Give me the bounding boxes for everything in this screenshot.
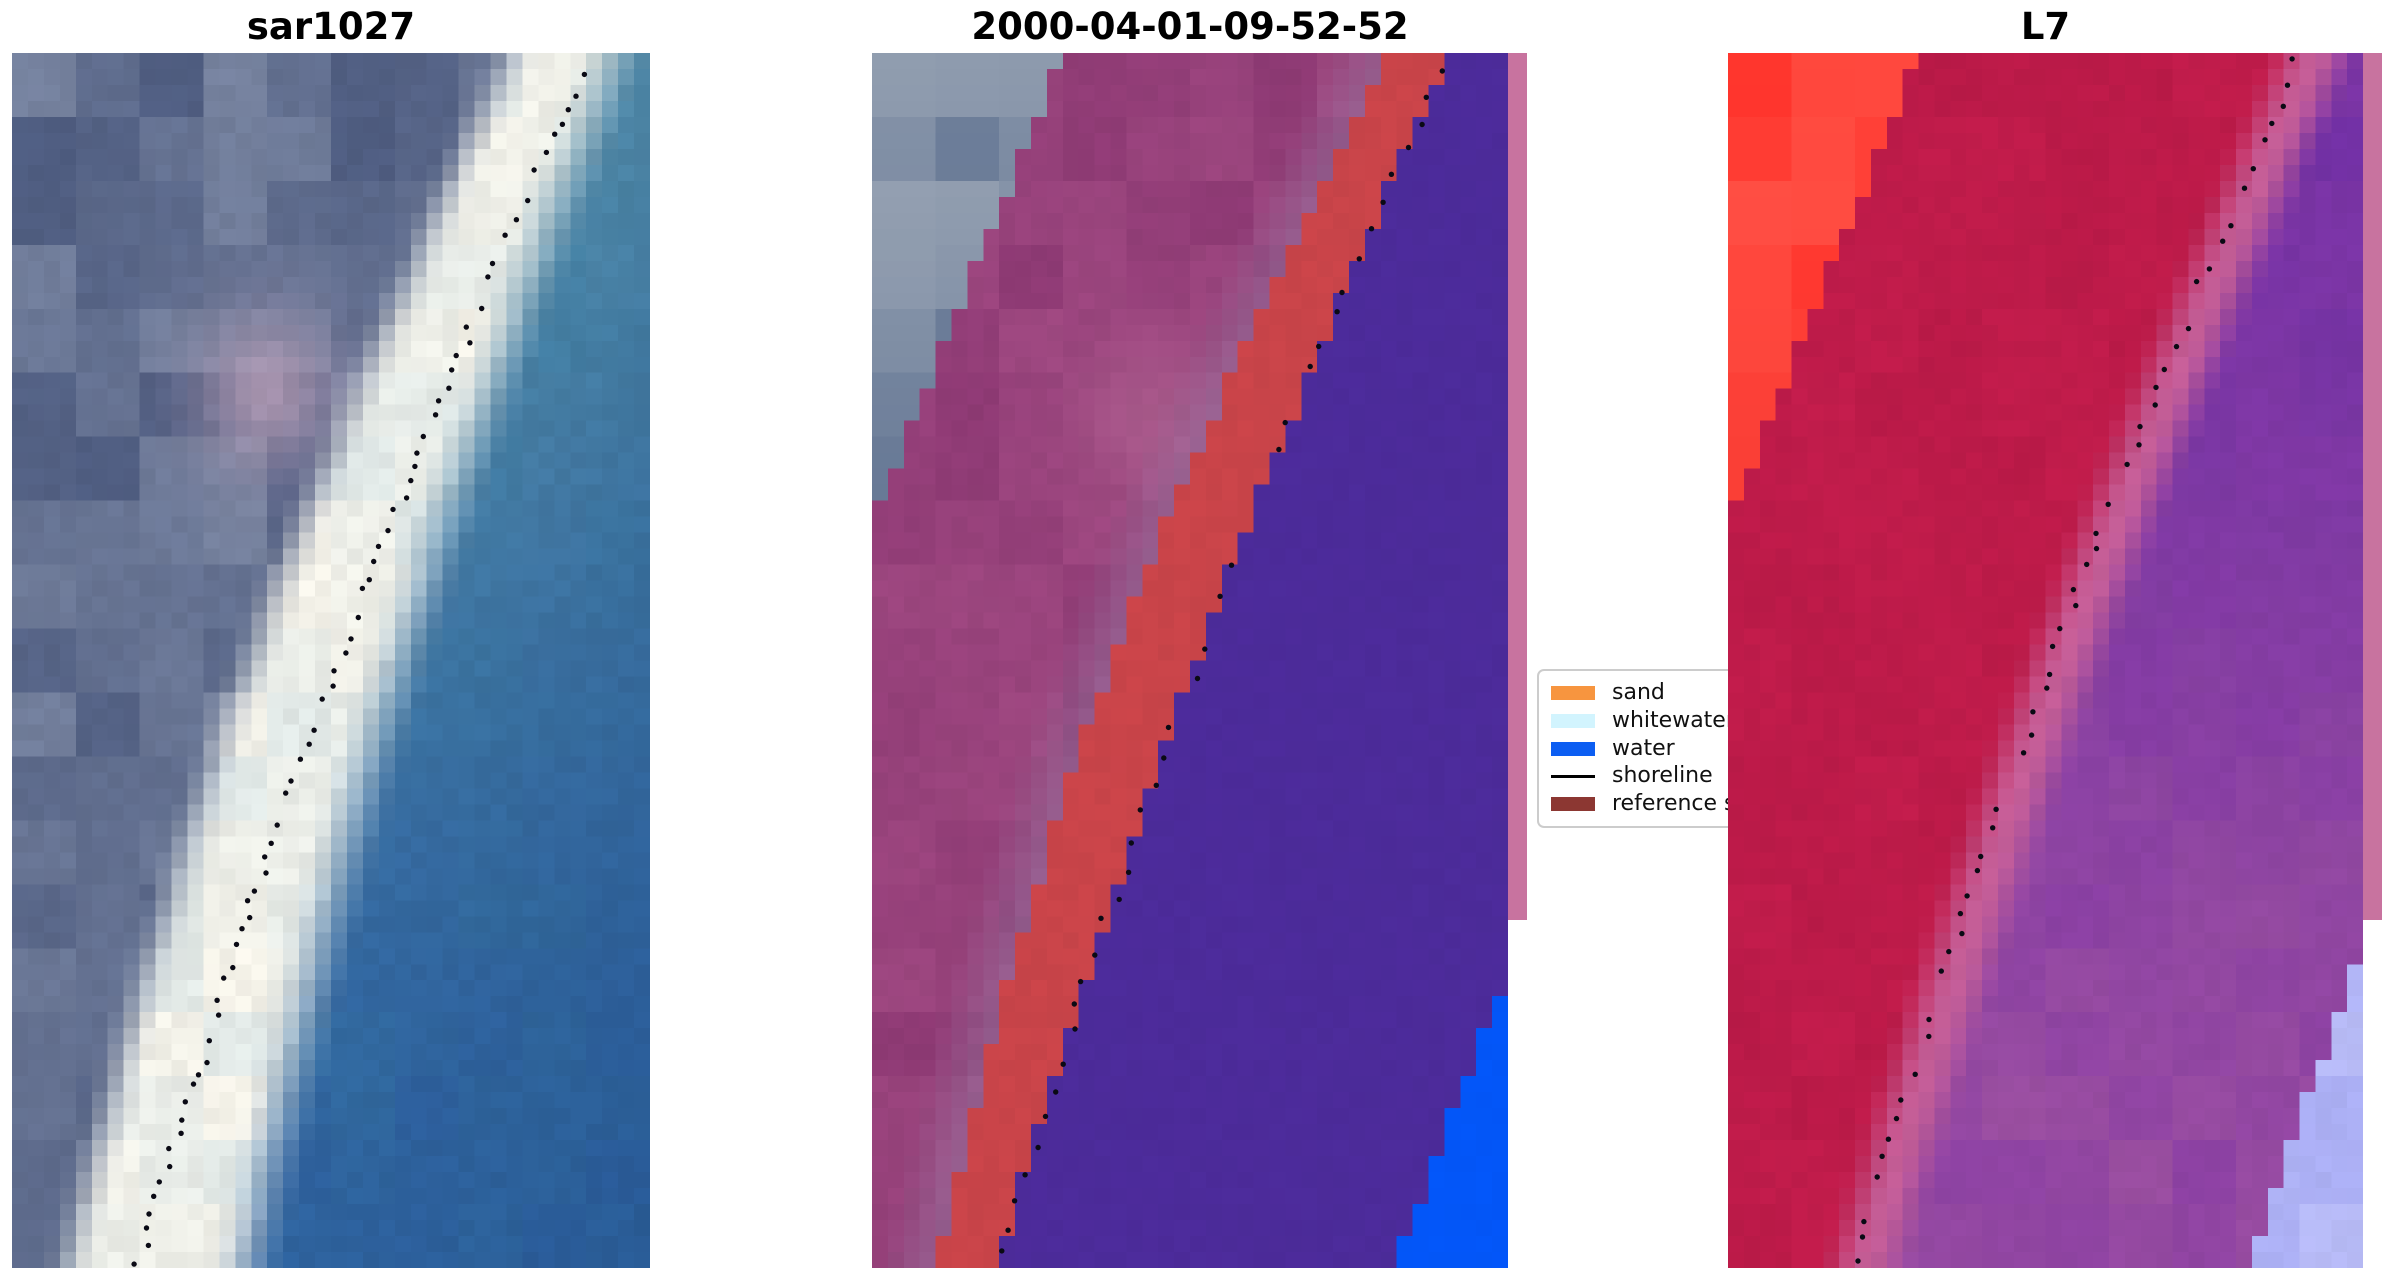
- shoreline-dots: [999, 68, 1445, 1254]
- legend-swatch-shoreline: [1551, 774, 1595, 778]
- legend-label: whitewater: [1612, 707, 1735, 733]
- legend-swatch-sand: [1551, 686, 1595, 700]
- classified-image: [872, 53, 1508, 1268]
- l7-image: [1728, 53, 2363, 1268]
- panel-title-l7: L7: [2020, 5, 2071, 48]
- legend-swatch-reference-shoreline: [1551, 797, 1595, 811]
- masked-column-strip: [1508, 53, 1527, 920]
- panel-l7: [1728, 53, 2363, 1268]
- panel-sar1027: [12, 53, 650, 1268]
- legend-item-reference-shoreline: reference sh: [1551, 791, 1795, 817]
- shoreline-dots: [1855, 56, 2295, 1264]
- legend-label: reference sh: [1612, 791, 1750, 816]
- legend-item-whitewater: whitewater: [1551, 708, 1795, 734]
- panel-classified: [872, 53, 1508, 1268]
- legend-item-shoreline: shoreline: [1551, 763, 1795, 789]
- panel-title-sar1027: sar1027: [246, 5, 416, 48]
- panel-title-date: 2000-04-01-09-52-52: [971, 5, 1409, 48]
- legend-item-sand: sand: [1551, 680, 1795, 706]
- shoreline-dots: [131, 71, 588, 1267]
- legend-item-water: water: [1551, 736, 1795, 762]
- legend-label: water: [1612, 735, 1675, 761]
- legend-label: sand: [1612, 680, 1665, 705]
- masked-column-strip: [2363, 53, 2382, 920]
- sar1027-image: [12, 53, 650, 1268]
- legend-label: shoreline: [1612, 763, 1713, 789]
- legend-swatch-whitewater: [1551, 713, 1595, 728]
- legend-swatch-water: [1551, 741, 1595, 756]
